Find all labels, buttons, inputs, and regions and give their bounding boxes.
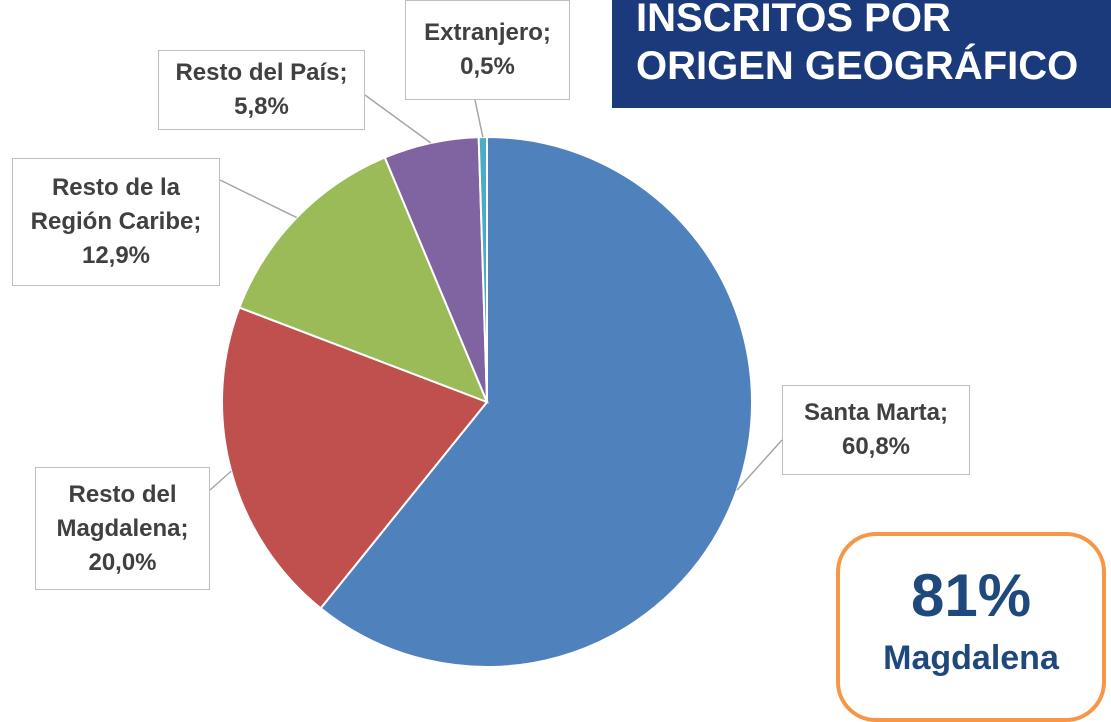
annotation-box: 81% Magdalena: [836, 532, 1106, 722]
slice-value: 5,8%: [234, 93, 289, 120]
leader-line: [219, 179, 298, 219]
leader-line: [364, 94, 432, 144]
slice-value: 12,9%: [81, 242, 151, 269]
data-label: Resto del País; 5,8%: [158, 50, 365, 130]
slice-name: Resto de la Región Caribe;: [30, 174, 202, 235]
data-label: Extranjero; 0,5%: [405, 0, 570, 100]
pie-slice: [221, 306, 489, 610]
slice-value: 60,8%: [841, 433, 911, 460]
slice-name: Resto del País;: [175, 59, 348, 86]
pie-slice: [319, 135, 753, 668]
annotation: Magdalena: [883, 639, 1059, 677]
slice-name: Extranjero;: [424, 19, 551, 46]
data-label: Resto del Magdalena; 20,0%: [35, 467, 210, 590]
pie-slice: [477, 135, 488, 403]
annotation: 81%: [910, 562, 1032, 629]
page: {"chart_data": {"type": "pie", "title": …: [12, 0, 1111, 722]
slice-value: 0,5%: [460, 53, 515, 80]
data-label: Resto de la Región Caribe; 12,9%: [12, 158, 220, 286]
slice-name: Santa Marta;: [803, 399, 949, 426]
chart-title: INSCRITOS POR ORIGEN GEOGRÁFICO: [612, 0, 1111, 108]
pie-slice: [238, 156, 489, 404]
chart: [209, 94, 783, 668]
slice-name: Resto del Magdalena;: [56, 480, 189, 542]
slice-value: 20,0%: [88, 548, 157, 576]
leader-line: [209, 470, 232, 491]
leader-line: [736, 439, 783, 491]
leader-line: [474, 99, 484, 138]
data-label: Santa Marta; 60,8%: [782, 385, 970, 475]
